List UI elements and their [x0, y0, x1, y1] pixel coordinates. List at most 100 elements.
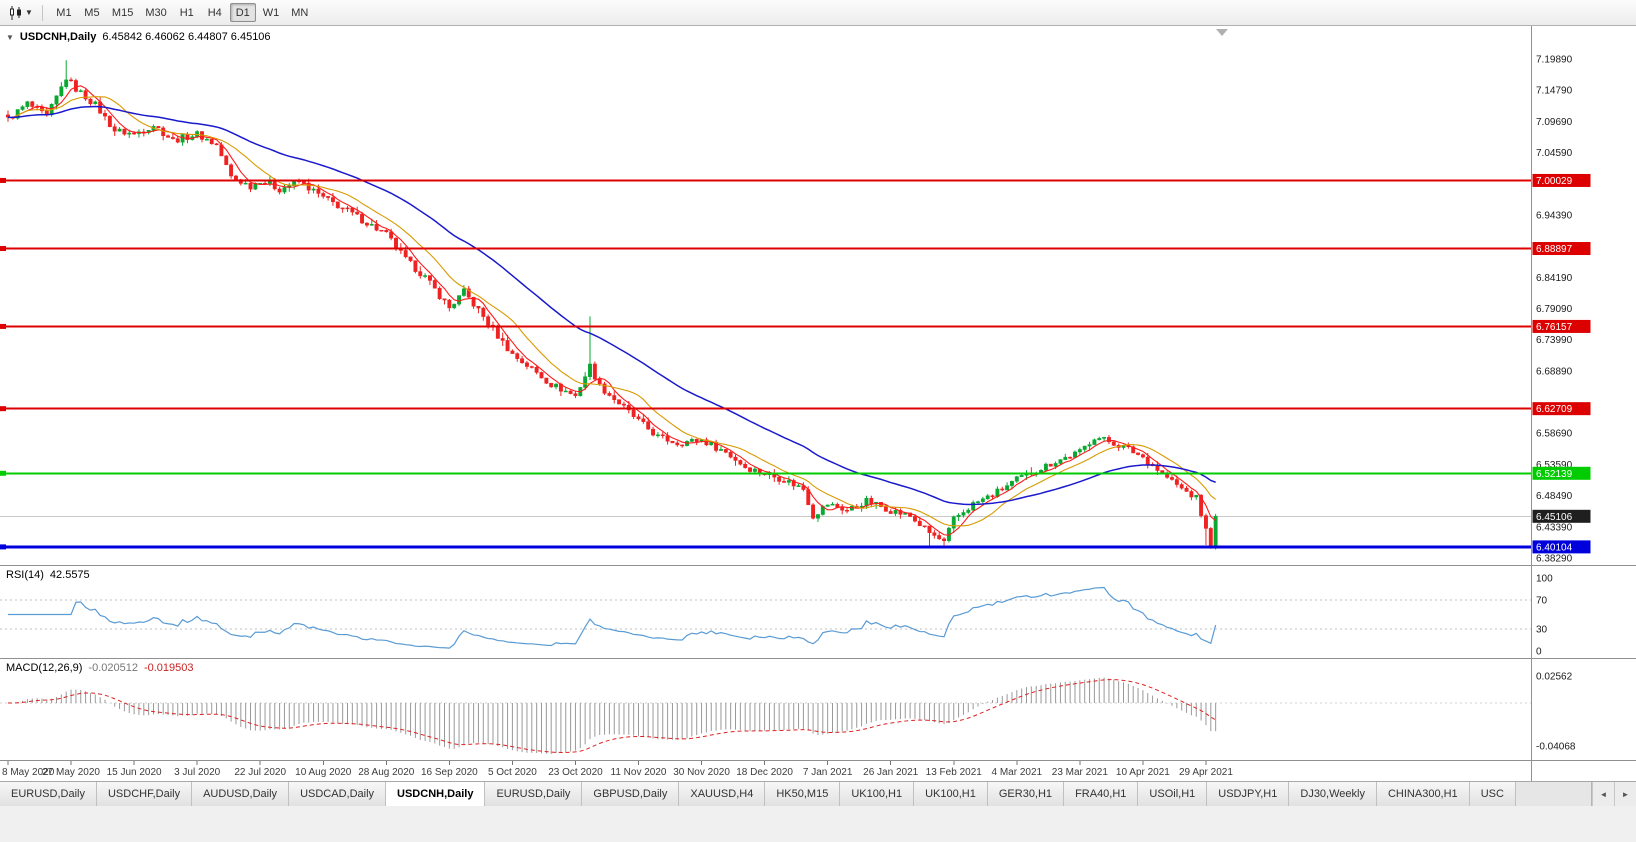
- svg-text:6.40104: 6.40104: [1536, 542, 1573, 553]
- svg-text:30 Nov 2020: 30 Nov 2020: [673, 767, 730, 778]
- svg-text:29 Apr 2021: 29 Apr 2021: [1179, 767, 1233, 778]
- chart-ohlc-label: 6.45842 6.46062 6.44807 6.45106: [102, 31, 271, 43]
- svg-text:8 May 2020: 8 May 2020: [2, 767, 55, 778]
- rsi-axis-label: 70: [1536, 595, 1548, 606]
- svg-text:6.76157: 6.76157: [1536, 322, 1573, 333]
- chart-shift-marker-icon[interactable]: [1216, 29, 1228, 36]
- svg-text:6.58690: 6.58690: [1536, 429, 1573, 440]
- tab-fra40-h1[interactable]: FRA40,H1: [1064, 782, 1139, 806]
- macd-label-text: MACD(12,26,9): [6, 662, 83, 674]
- tab-usdcad-daily[interactable]: USDCAD,Daily: [289, 782, 387, 806]
- rsi-indicator-label: RSI(14) 42.5575: [6, 569, 90, 581]
- tab-usdchf-daily[interactable]: USDCHF,Daily: [96, 782, 193, 806]
- candles: [6, 60, 1218, 550]
- timeframe-button-mn[interactable]: MN: [291, 6, 309, 19]
- svg-text:6.68890: 6.68890: [1536, 366, 1573, 377]
- tab-usoil-h1[interactable]: USOil,H1: [1138, 782, 1208, 806]
- svg-text:6.73990: 6.73990: [1536, 335, 1573, 346]
- tabs-scroll-right-button[interactable]: ►: [1614, 782, 1636, 806]
- tab-eurusd-daily[interactable]: EURUSD,Daily: [485, 782, 583, 806]
- svg-text:10 Aug 2020: 10 Aug 2020: [295, 767, 352, 778]
- price-badge-resistance: 7.00029: [1532, 173, 1591, 187]
- tab-uk100-h1[interactable]: UK100,H1: [840, 782, 915, 806]
- tabs-scroll-left-button[interactable]: ◄: [1592, 782, 1614, 806]
- svg-text:27 May 2020: 27 May 2020: [42, 767, 100, 778]
- svg-text:6.79090: 6.79090: [1536, 304, 1573, 315]
- price-badge-support: 6.40104: [1532, 540, 1591, 554]
- price-badge-current: 6.45106: [1532, 509, 1591, 523]
- tab-usdcnh-daily[interactable]: USDCNH,Daily: [386, 782, 486, 806]
- status-area: [0, 806, 1636, 842]
- price-badge-resistance: 6.88897: [1532, 242, 1591, 256]
- timeframe-buttons: M1 M5 M15 M30 H1 H4 D1 W1 MN: [51, 3, 313, 22]
- chart-symbol-label: USDCNH,Daily: [19, 31, 97, 43]
- timeframe-button-d1[interactable]: D1: [229, 3, 256, 22]
- tab-hk50-m15[interactable]: HK50,M15: [765, 782, 841, 806]
- svg-text:18 Dec 2020: 18 Dec 2020: [736, 767, 793, 778]
- macd-main-value: -0.020512: [88, 662, 138, 674]
- tab-gbpusd-daily[interactable]: GBPUSD,Daily: [582, 782, 680, 806]
- rsi-axis-label: 0: [1536, 647, 1542, 658]
- top-toolbar: ▼ M1 M5 M15 M30 H1 H4 D1 W1 MN: [0, 0, 1636, 26]
- collapse-indicator-icon[interactable]: ▼: [6, 32, 14, 42]
- chart-type-button[interactable]: ▼: [5, 3, 36, 23]
- timeframe-button-m15[interactable]: M15: [111, 6, 134, 19]
- candlestick-chart-icon: [10, 5, 21, 20]
- rsi-value: 42.5575: [49, 569, 90, 581]
- svg-text:15 Jun 2020: 15 Jun 2020: [107, 767, 162, 778]
- rsi-axis-label: 100: [1536, 574, 1553, 585]
- timeframe-button-m5[interactable]: M5: [84, 6, 100, 19]
- tab-dj30-weekly[interactable]: DJ30,Weekly: [1289, 782, 1377, 806]
- line-handle-icon[interactable]: [0, 544, 6, 550]
- tab-audusd-daily[interactable]: AUDUSD,Daily: [192, 782, 290, 806]
- tab-china300-h1[interactable]: CHINA300,H1: [1376, 782, 1470, 806]
- line-handle-icon[interactable]: [0, 177, 6, 183]
- svg-text:11 Nov 2020: 11 Nov 2020: [611, 767, 667, 778]
- svg-text:5 Oct 2020: 5 Oct 2020: [488, 767, 537, 778]
- svg-text:4 Mar 2021: 4 Mar 2021: [992, 767, 1043, 778]
- chart-tab-bar: EURUSD,Daily USDCHF,Daily AUDUSD,Daily USDC…: [0, 781, 1636, 806]
- timeframe-button-m1[interactable]: M1: [56, 6, 72, 19]
- svg-text:23 Mar 2021: 23 Mar 2021: [1052, 767, 1109, 778]
- line-handle-icon[interactable]: [0, 323, 6, 329]
- line-handle-icon[interactable]: [0, 406, 6, 412]
- chart-tabs: EURUSD,Daily USDCHF,Daily AUDUSD,Daily USDC…: [0, 782, 1591, 806]
- svg-text:7.14790: 7.14790: [1536, 86, 1573, 97]
- svg-text:6.43390: 6.43390: [1536, 522, 1573, 533]
- macd-histogram: [12, 677, 1217, 754]
- timeframe-button-m30[interactable]: M30: [145, 6, 167, 19]
- chart-header: ▼ USDCNH,Daily 6.45842 6.46062 6.44807 6…: [6, 31, 271, 43]
- svg-text:6.38290: 6.38290: [1536, 553, 1573, 564]
- tab-ger30-h1[interactable]: GER30,H1: [987, 782, 1065, 806]
- svg-text:6.45106: 6.45106: [1536, 512, 1573, 523]
- macd-signal-line: [7, 679, 1216, 753]
- tab-scroll-controls: ◄ ►: [1591, 782, 1636, 806]
- svg-text:22 Jul 2020: 22 Jul 2020: [234, 767, 286, 778]
- timeframe-button-h4[interactable]: H4: [207, 6, 222, 19]
- tab-usdjpy-h1[interactable]: USDJPY,H1: [1207, 782, 1290, 806]
- svg-text:10 Apr 2021: 10 Apr 2021: [1116, 767, 1170, 778]
- svg-text:7.04590: 7.04590: [1536, 148, 1573, 159]
- svg-text:23 Oct 2020: 23 Oct 2020: [548, 767, 603, 778]
- tab-uk100-h1[interactable]: UK100,H1: [914, 782, 988, 806]
- timeframe-button-h1[interactable]: H1: [179, 6, 194, 19]
- line-handle-icon[interactable]: [0, 470, 6, 476]
- tab-xauusd-h4[interactable]: XAUUSD,H4: [679, 782, 766, 806]
- price-axis[interactable]: 7.19890 7.14790 7.09690 7.04590 6.94390 6.841…: [1536, 55, 1573, 565]
- svg-text:7.09690: 7.09690: [1536, 117, 1573, 128]
- svg-text:13 Feb 2021: 13 Feb 2021: [926, 767, 983, 778]
- macd-axis-label: 0.02562: [1536, 671, 1573, 682]
- chevron-down-icon: ▼: [25, 7, 33, 17]
- line-handle-icon[interactable]: [0, 246, 6, 252]
- macd-signal-value: -0.019503: [143, 662, 194, 674]
- tab-eurusd-daily[interactable]: EURUSD,Daily: [0, 782, 97, 806]
- timeframe-button-w1[interactable]: W1: [262, 6, 280, 19]
- tab-usc[interactable]: USC: [1469, 782, 1516, 806]
- svg-text:6.53590: 6.53590: [1536, 460, 1573, 471]
- svg-text:7 Jan 2021: 7 Jan 2021: [803, 767, 853, 778]
- rsi-axis-label: 30: [1536, 625, 1548, 636]
- price-chart-canvas[interactable]: 7.19890 7.14790 7.09690 7.04590 6.94390 6.841…: [0, 26, 1636, 781]
- macd-indicator-label: MACD(12,26,9) -0.020512 -0.019503: [6, 662, 194, 674]
- chart-area[interactable]: 7.19890 7.14790 7.09690 7.04590 6.94390 6.841…: [0, 26, 1636, 781]
